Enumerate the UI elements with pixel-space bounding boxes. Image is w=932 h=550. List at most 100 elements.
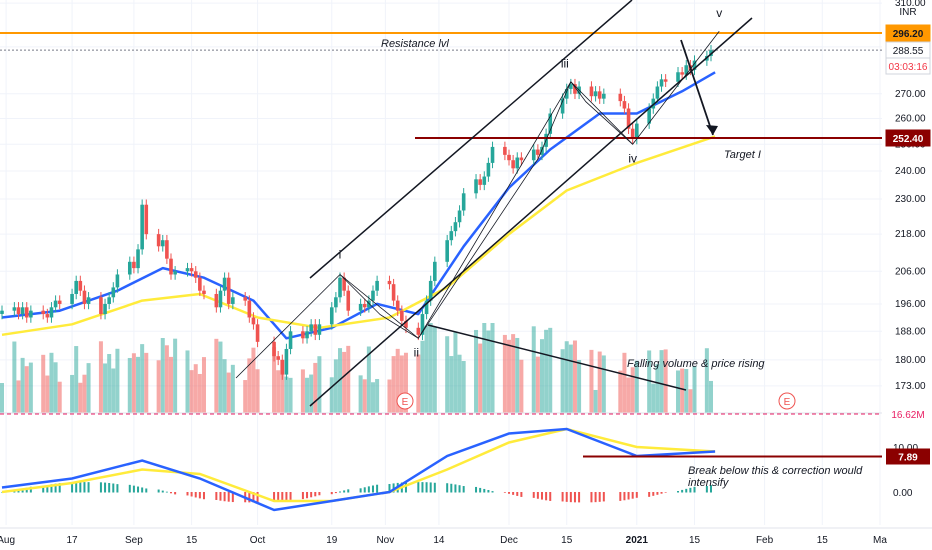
- volume-bar: [276, 370, 281, 413]
- wave-label: i: [339, 247, 342, 261]
- volume-bar: [663, 349, 668, 413]
- candle-body: [103, 303, 107, 315]
- oscillator-histogram-bar: [318, 492, 321, 496]
- oscillator-histogram-bar: [631, 492, 634, 499]
- volume-bar: [251, 347, 256, 413]
- oscillator-histogram-bar: [1, 492, 3, 493]
- channel-lower-line[interactable]: [309, 17, 753, 407]
- candle-body: [276, 356, 280, 360]
- volume-bar: [185, 350, 190, 413]
- volume-bar: [478, 343, 483, 413]
- volume-bar: [515, 337, 520, 413]
- candle-body: [395, 300, 400, 311]
- candle-body: [107, 297, 111, 304]
- oscillator-histogram-bar: [425, 482, 428, 493]
- oscillator-histogram-bar: [376, 484, 379, 493]
- volume-bar: [127, 357, 132, 413]
- time-tick-label: Oct: [250, 535, 266, 546]
- volume-bar: [544, 329, 549, 413]
- oscillator-histogram-bar: [483, 488, 486, 493]
- oscillator-histogram-bar: [508, 492, 511, 494]
- oscillator-histogram-bar: [285, 492, 288, 501]
- oscillator-histogram-bar: [273, 492, 276, 502]
- candle-body: [449, 231, 454, 241]
- candle-body: [367, 300, 371, 308]
- candle-body: [659, 79, 664, 87]
- time-tick-label: 19: [326, 535, 338, 546]
- oscillator-histogram-bar: [198, 492, 201, 499]
- target-arrow[interactable]: [680, 39, 714, 136]
- candle-body: [433, 261, 437, 281]
- candle-body: [78, 280, 83, 291]
- candle-body: [531, 149, 536, 161]
- volume-trendline[interactable]: [427, 324, 687, 391]
- oscillator-histogram-bar: [104, 482, 107, 493]
- candle-body: [519, 157, 524, 161]
- oscillator-main-line: [1, 427, 716, 512]
- candle-body: [597, 91, 602, 99]
- wave-zigzag: [570, 81, 633, 145]
- candle-body: [692, 60, 697, 70]
- oscillator-histogram-bar: [404, 482, 407, 493]
- volume-bar: [507, 339, 512, 413]
- oscillator-histogram-bar: [334, 492, 337, 494]
- candle-body: [507, 154, 511, 161]
- candle-body: [651, 98, 656, 109]
- oscillator-tick-label: 0.00: [893, 488, 913, 499]
- oscillator-histogram-bar: [569, 492, 572, 503]
- time-tick-label: 2021: [626, 535, 649, 546]
- volume-bar: [28, 362, 33, 413]
- wave-zigzag: [339, 274, 419, 339]
- volume-bar: [115, 348, 120, 413]
- candle-body: [169, 258, 173, 275]
- volume-bar: [692, 366, 697, 413]
- candle-body: [160, 240, 165, 247]
- oscillator-histogram-bar: [532, 492, 535, 498]
- candle-body: [165, 240, 169, 259]
- oscillator-histogram-bar: [170, 492, 173, 494]
- oscillator-histogram-bar: [561, 492, 564, 502]
- oscillator-histogram-bar: [685, 488, 688, 493]
- volume-bar: [193, 364, 198, 413]
- channel-upper-line[interactable]: [309, 0, 633, 279]
- candle-body: [29, 310, 33, 318]
- oscillator-pane: [1, 427, 882, 512]
- candle-body: [420, 314, 425, 335]
- oscillator-histogram-bar: [231, 492, 234, 503]
- candle-body: [53, 300, 58, 308]
- oscillator-histogram-bar: [116, 484, 119, 493]
- volume-bar: [16, 380, 21, 413]
- volume-bar: [131, 353, 136, 413]
- volume-bar: [74, 346, 79, 413]
- candle-body: [198, 277, 202, 291]
- candle-body: [202, 290, 206, 294]
- price-axis: INR290.00270.00260.00250.00240.00230.002…: [882, 0, 932, 528]
- candlesticks: [0, 44, 713, 380]
- oscillator-histogram-bar: [371, 485, 374, 493]
- earnings-marker[interactable]: [396, 392, 414, 410]
- volume-bar: [189, 370, 194, 413]
- wave-zigzag[interactable]: [235, 30, 720, 379]
- candle-body: [140, 204, 144, 250]
- oscillator-histogram-bar: [549, 492, 552, 501]
- earnings-marker[interactable]: [778, 392, 796, 410]
- time-tick-label: 17: [67, 535, 79, 546]
- candle-body: [618, 93, 623, 102]
- price-tick-label: 230.00: [895, 194, 926, 205]
- candle-body: [280, 359, 285, 375]
- candle-body: [111, 287, 116, 298]
- oscillator-histogram-bar: [339, 491, 342, 493]
- candle-body: [445, 240, 449, 262]
- volume-bar: [424, 325, 429, 413]
- candle-body: [247, 300, 252, 318]
- candle-body: [371, 290, 375, 301]
- candle-body: [193, 271, 198, 278]
- volume-bar: [416, 354, 421, 413]
- oscillator-histogram-bar: [475, 486, 478, 493]
- time-tick-label: Dec: [500, 535, 518, 546]
- volume-bar: [214, 338, 219, 413]
- price-tick-label: 173.00: [895, 381, 926, 392]
- volume-bar: [342, 351, 347, 413]
- candle-body: [49, 307, 54, 318]
